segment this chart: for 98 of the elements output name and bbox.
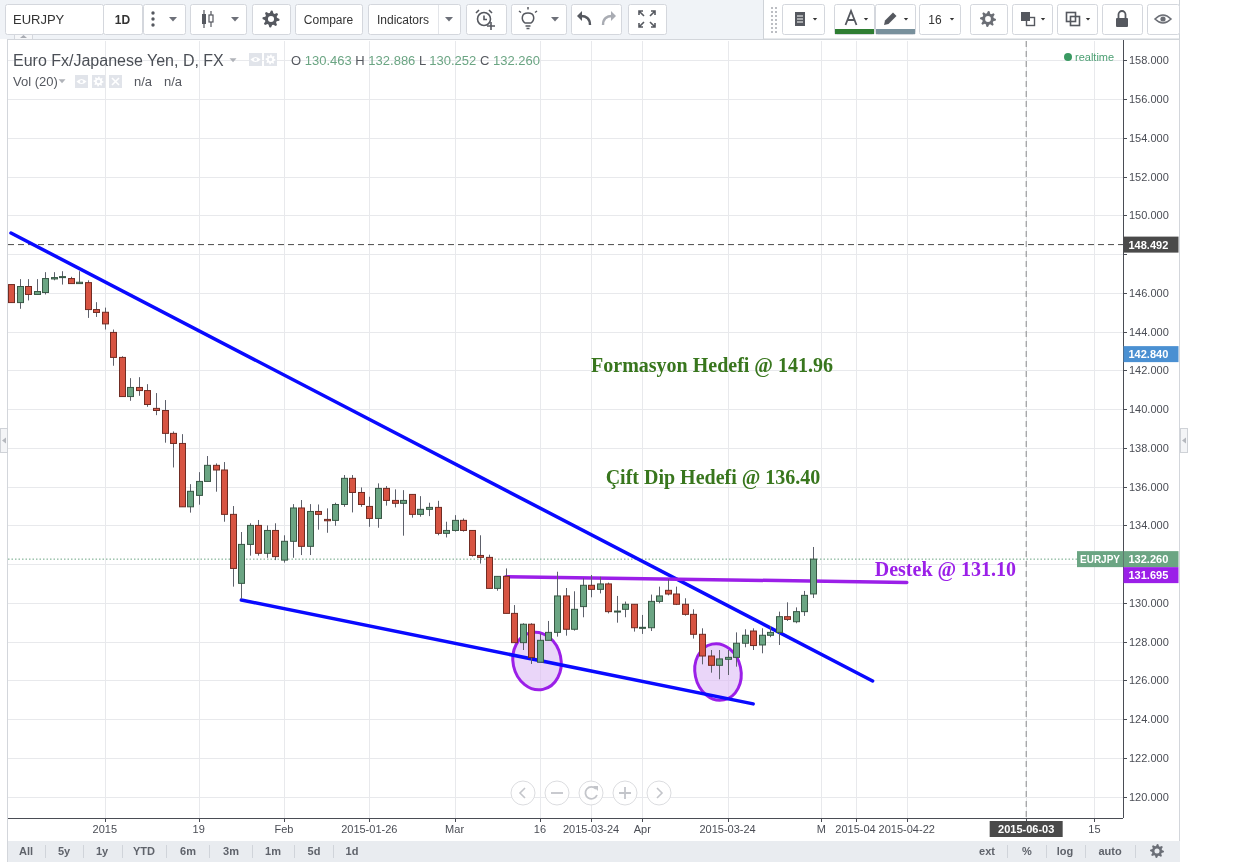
x-tick-label: Mar — [445, 823, 465, 835]
candlestick — [247, 522, 254, 557]
ref-line-label: 148.492 — [1128, 238, 1169, 251]
y-tick-label: 120.000 — [1129, 790, 1169, 803]
candlestick — [187, 483, 194, 514]
text: auto — [1098, 845, 1122, 857]
annotation: n/a — [134, 74, 153, 89]
candlestick — [366, 496, 373, 528]
text: ext — [979, 845, 996, 857]
candlestick — [699, 627, 706, 665]
candlestick — [409, 493, 416, 519]
y-tick-label: 156.000 — [1129, 93, 1169, 106]
font-size-dropdown: 16 — [919, 4, 961, 35]
text: 3m — [223, 845, 240, 857]
candlestick — [383, 485, 390, 507]
y-tick-label: 128.000 — [1129, 635, 1169, 648]
candlestick — [417, 495, 424, 518]
candlestick — [349, 474, 356, 513]
candlestick — [17, 278, 24, 310]
annotation: realtime — [1075, 51, 1115, 63]
text: 1y — [95, 845, 109, 857]
y-tick-label: 134.000 — [1129, 519, 1169, 532]
candlestick — [614, 595, 621, 624]
candlestick — [708, 649, 715, 674]
text: 1d — [345, 845, 359, 857]
annotation: n/a — [164, 74, 183, 89]
y-tick-label: 142.000 — [1129, 364, 1169, 377]
x-tick-label: 15 — [1088, 823, 1101, 835]
candlestick — [392, 488, 399, 508]
y-tick-label: 152.000 — [1129, 170, 1169, 183]
candlestick — [358, 486, 365, 508]
y-tick-label: 136.000 — [1129, 480, 1169, 493]
x-tick-label: Feb — [274, 823, 294, 835]
text: All — [18, 845, 34, 857]
text: 142.840 — [1128, 348, 1169, 361]
text: 6m — [180, 845, 197, 857]
text: 5y — [57, 845, 71, 857]
y-tick-label: 124.000 — [1129, 713, 1169, 726]
candlestick — [315, 503, 322, 531]
annotation: Vol (20) — [13, 74, 58, 89]
candlestick — [742, 628, 749, 648]
y-tick-label: 138.000 — [1129, 441, 1169, 454]
text: % — [1022, 845, 1033, 857]
candlestick — [76, 270, 83, 285]
x-tick-label: 2015-06-03 — [998, 823, 1055, 835]
candlestick — [784, 601, 791, 622]
text: log — [1056, 845, 1074, 857]
candlestick — [8, 284, 15, 304]
series-label: Destek @ 131.10 — [874, 558, 1017, 582]
candlestick — [400, 489, 407, 537]
candlestick — [127, 377, 134, 402]
candlestick — [571, 590, 578, 632]
indicators-button: Indicators — [368, 4, 461, 35]
candlestick — [324, 507, 331, 534]
x-tick-label: 2015-01-26 — [341, 823, 398, 835]
y-tick-label: 146.000 — [1129, 286, 1169, 299]
y-tick-label: 126.000 — [1129, 674, 1169, 687]
text: 5d — [307, 845, 321, 857]
y-tick-label: 150.000 — [1129, 209, 1169, 222]
y-tick-label: 130.000 — [1129, 596, 1169, 609]
candlestick — [631, 603, 638, 633]
candlestick — [25, 278, 32, 301]
x-tick-label: 19 — [192, 823, 205, 835]
candlestick — [520, 622, 527, 651]
interval-button: 1D — [103, 4, 143, 35]
text: Euro Fx/Japanese Yen, D, FX — [13, 52, 225, 69]
text: EURJPY — [1079, 554, 1121, 566]
x-tick-label: 2015 — [92, 823, 118, 835]
candlestick — [639, 614, 646, 635]
candlestick — [153, 392, 160, 416]
x-tick-label: 2015-04-22 — [878, 823, 935, 835]
annotation: Formasyon Hedefi @ 141.96 — [591, 354, 833, 377]
y-tick-label: 144.000 — [1129, 325, 1169, 338]
candlestick — [776, 611, 783, 646]
y-tick-label: 158.000 — [1129, 54, 1169, 67]
y-tick-label: 122.000 — [1129, 751, 1169, 764]
annotation: Çift Dip Hedefi @ 136.40 — [605, 466, 821, 489]
candlestick — [716, 649, 723, 680]
x-tick-label: 16 — [533, 823, 547, 835]
x-tick-label: M — [816, 823, 827, 835]
text: 1m — [265, 845, 282, 857]
y-tick-label: 154.000 — [1129, 131, 1169, 144]
candlestick — [750, 627, 757, 651]
x-tick-label: 2015-03-24 — [699, 823, 756, 835]
x-tick-label: 2015-03-24 — [562, 823, 620, 835]
text: O 130.463 H 132.886 L 130.252 C 132.260 — [291, 52, 540, 68]
compare-button: Compare — [295, 4, 363, 35]
candlestick — [332, 502, 339, 527]
symbol-field: EURJPY — [5, 4, 104, 35]
x-tick-label: 2015-04 — [835, 823, 876, 835]
text: 131.695 — [1128, 569, 1169, 582]
candlestick — [580, 577, 587, 618]
y-tick-label: 140.000 — [1129, 403, 1169, 416]
x-tick-label: Apr — [633, 823, 652, 835]
candlestick — [588, 574, 595, 598]
candlestick — [102, 307, 109, 331]
text: YTD — [133, 845, 156, 857]
ref-line-label: 132.260 — [1128, 553, 1169, 566]
